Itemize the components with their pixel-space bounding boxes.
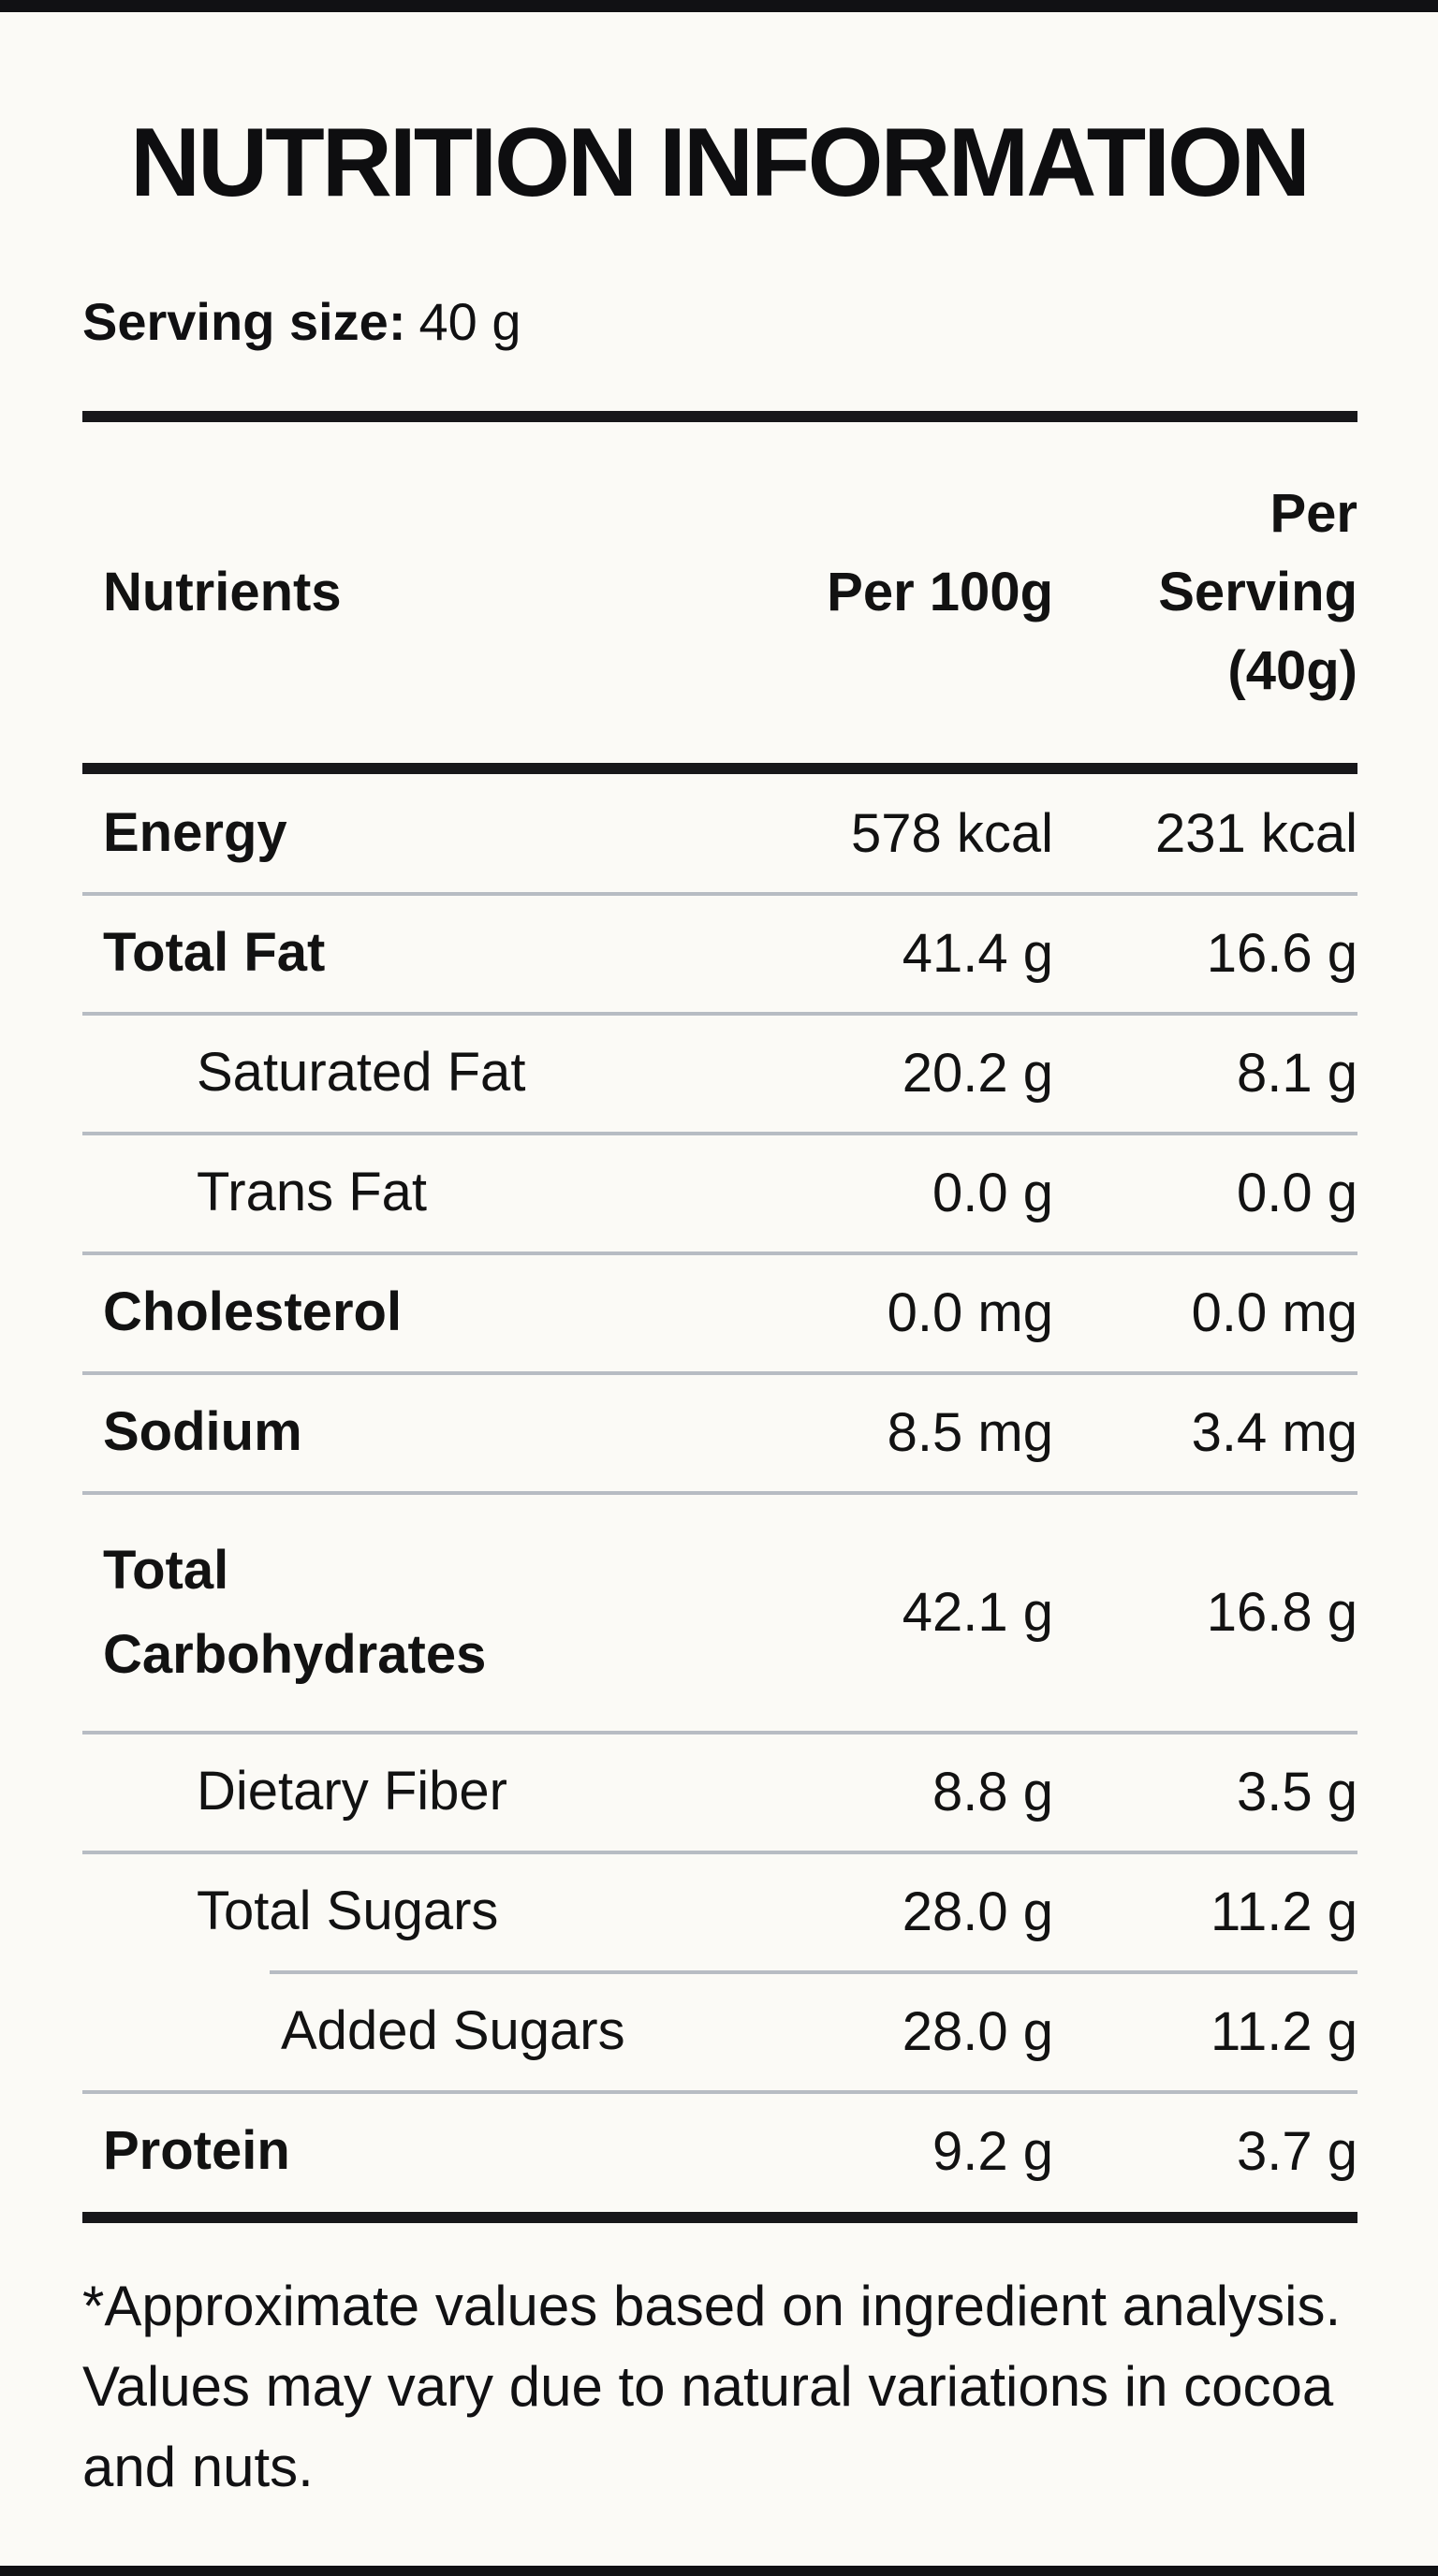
bottom-edge-bar: [0, 2566, 1438, 2576]
per-100g-value: 28.0 g: [902, 1881, 1053, 1943]
per-100g-value: 20.2 g: [902, 1043, 1053, 1105]
nutrient-label: Energy: [103, 802, 287, 864]
per-serving-value: 16.6 g: [1206, 923, 1357, 985]
serving-size-value: 40 g: [418, 292, 521, 352]
table-row-energy: Energy 578 kcal 231 kcal: [82, 774, 1357, 894]
nutrient-label: Protein: [103, 2120, 290, 2182]
serving-size-label: Serving size:: [82, 292, 406, 352]
nutrient-label: Saturated Fat: [197, 1042, 526, 1104]
per-serving-value: 3.4 mg: [1191, 1402, 1357, 1464]
table-row-total-sugars: Total Sugars 28.0 g 11.2 g: [82, 1850, 1357, 1972]
nutrient-label: Total Carbohydrates: [103, 1539, 487, 1685]
table-row-protein: Protein 9.2 g 3.7 g: [82, 2089, 1357, 2212]
per-serving-value: 231 kcal: [1154, 803, 1357, 865]
table-row-cholesterol: Cholesterol 0.0 mg 0.0 mg: [82, 1251, 1357, 1373]
per-serving-value: 0.0 g: [1237, 1163, 1357, 1224]
table-row-total-fat: Total Fat 41.4 g 16.6 g: [82, 891, 1357, 1014]
nutrient-label: Total Fat: [103, 922, 326, 984]
table-row-total-carbohydrates: Total Carbohydrates 42.1 g 16.8 g: [82, 1490, 1357, 1733]
per-100g-value: 41.4 g: [902, 923, 1053, 985]
per-100g-value: 9.2 g: [932, 2121, 1053, 2183]
per-serving-value: 3.7 g: [1237, 2121, 1357, 2183]
nutrient-label: Trans Fat: [197, 1162, 428, 1223]
per-serving-value: 0.0 mg: [1191, 1282, 1357, 1344]
header-per-serving-line1: Per: [1269, 482, 1357, 544]
nutrient-label: Added Sugars: [281, 2000, 625, 2062]
page-title: NUTRITION INFORMATION: [129, 109, 1311, 217]
serving-size-line: Serving size: 40 g: [82, 292, 1438, 352]
per-100g-value: 0.0 mg: [887, 1282, 1053, 1344]
table-row-saturated-fat: Saturated Fat 20.2 g 8.1 g: [82, 1011, 1357, 1134]
per-serving-value: 3.5 g: [1237, 1762, 1357, 1823]
per-100g-value: 8.8 g: [932, 1762, 1053, 1823]
table-row-dietary-fiber: Dietary Fiber 8.8 g 3.5 g: [82, 1730, 1357, 1852]
top-edge-bar: [0, 0, 1438, 12]
per-100g-value: 578 kcal: [850, 803, 1053, 865]
per-serving-value: 11.2 g: [1211, 1881, 1357, 1943]
table-row-trans-fat: Trans Fat 0.0 g 0.0 g: [82, 1131, 1357, 1253]
nutrient-label: Sodium: [103, 1401, 302, 1463]
nutrient-label: Total Sugars: [197, 1881, 499, 1942]
header-per-serving-line3: (40g): [1227, 639, 1357, 701]
table-row-sodium: Sodium 8.5 mg 3.4 mg: [82, 1370, 1357, 1493]
nutrient-label: Dietary Fiber: [197, 1761, 507, 1822]
per-serving-value: 11.2 g: [1211, 2001, 1357, 2063]
per-serving-value: 16.8 g: [1206, 1582, 1357, 1644]
table-header-row: Nutrients Per 100g Per Serving (40g): [82, 422, 1357, 774]
header-per-serving-line2: Serving: [1158, 561, 1357, 622]
per-100g-value: 42.1 g: [902, 1582, 1053, 1644]
per-100g-value: 28.0 g: [902, 2001, 1053, 2063]
approximate-values-footnote: *Approximate values based on ingredient …: [82, 2274, 1342, 2498]
header-nutrients: Nutrients: [103, 562, 342, 623]
nutrition-table: Nutrients Per 100g Per Serving (40g) Ene…: [82, 410, 1357, 2223]
per-serving-value: 8.1 g: [1237, 1043, 1357, 1105]
nutrient-label: Cholesterol: [103, 1281, 403, 1343]
header-per-100g: Per 100g: [827, 562, 1053, 623]
table-row-added-sugars: Added Sugars 28.0 g 11.2 g: [82, 1969, 1357, 2092]
per-100g-value: 8.5 mg: [887, 1402, 1053, 1464]
per-100g-value: 0.0 g: [932, 1163, 1053, 1224]
header-per-serving: Per Serving (40g): [1053, 475, 1357, 710]
